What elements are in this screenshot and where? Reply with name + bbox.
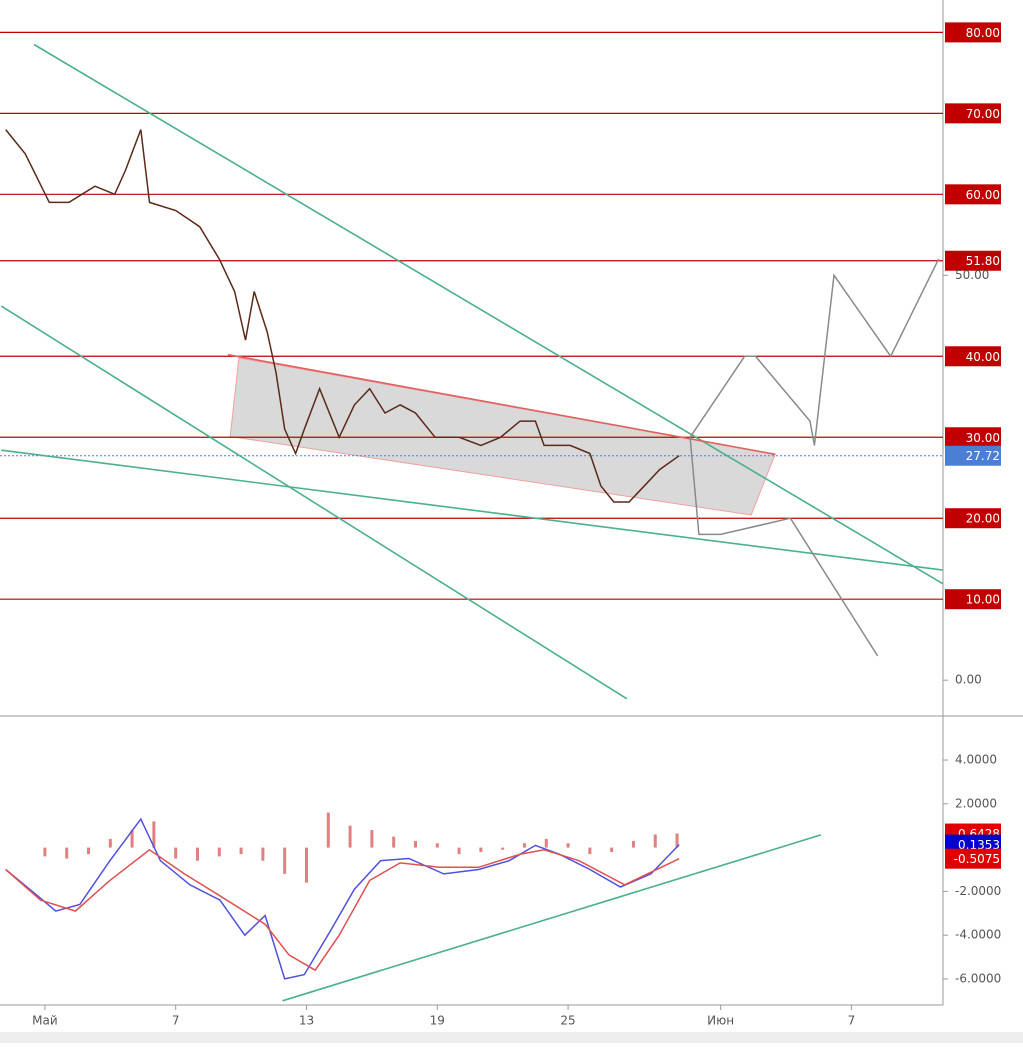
price-line	[5, 848, 680, 972]
histogram-bar	[195, 847, 199, 861]
y-tick-label: -6.0000	[955, 971, 1001, 985]
histogram-bar	[501, 847, 505, 850]
y-tick-label: 4.0000	[955, 753, 997, 767]
histogram-bar	[392, 836, 396, 848]
histogram-bar	[413, 841, 417, 848]
histogram-bar	[631, 841, 635, 848]
price-tag-label: -0.5075	[954, 852, 1000, 866]
histogram-bar	[348, 825, 352, 848]
histogram-bar	[304, 847, 308, 883]
price-tag	[945, 445, 1001, 466]
histogram-bar	[675, 833, 679, 848]
trendline	[0, 305, 628, 700]
x-tick-label: 19	[430, 1014, 445, 1028]
price-tag-label: 60.00	[966, 188, 1000, 202]
price-tag-label: 10.00	[966, 593, 1000, 607]
histogram-bar	[43, 847, 47, 857]
histogram-bar	[653, 834, 657, 848]
x-tick-label: Июн	[707, 1014, 734, 1028]
histogram-bar	[174, 847, 178, 859]
price-tag-label: 51.80	[966, 254, 1000, 268]
y-tick-label: 0.00	[955, 673, 982, 687]
price-tag	[945, 22, 1001, 43]
histogram-bar	[479, 847, 483, 852]
x-tick-label: 7	[172, 1014, 180, 1028]
histogram-bar	[326, 812, 330, 848]
x-tick-label: 7	[848, 1014, 856, 1028]
histogram-bar	[588, 847, 592, 855]
x-tick-label: Май	[32, 1014, 58, 1028]
price-tag	[945, 427, 1001, 448]
price-tag	[945, 508, 1001, 529]
histogram-bar	[522, 843, 526, 848]
footer-strip	[0, 1032, 1023, 1043]
x-tick-label: 25	[560, 1014, 575, 1028]
price-tag-label: 0.1353	[958, 838, 1000, 852]
price-tag-label: 70.00	[966, 107, 1000, 121]
y-tick-label: 50.00	[955, 268, 989, 282]
price-tag	[945, 346, 1001, 367]
histogram-bar	[283, 847, 287, 874]
histogram-bar	[239, 847, 243, 855]
histogram-bar	[544, 838, 548, 848]
histogram-bar	[130, 830, 134, 848]
histogram-bar	[370, 830, 374, 848]
price-tag-label: 27.72	[966, 449, 1000, 463]
price-tag	[945, 184, 1001, 205]
price-tag-label: 80.00	[966, 26, 1000, 40]
histogram-bar	[108, 838, 112, 848]
histogram-bar	[65, 847, 69, 859]
histogram-bar	[457, 847, 461, 855]
price-tag-label: 30.00	[966, 431, 1000, 445]
y-tick-label: 2.0000	[955, 796, 997, 810]
price-line	[5, 129, 680, 503]
price-line	[689, 258, 940, 446]
histogram-bar	[261, 847, 265, 861]
x-tick-label: 13	[299, 1014, 314, 1028]
histogram-bar	[610, 847, 614, 852]
price-tag	[945, 848, 1001, 869]
histogram-bar	[152, 821, 156, 848]
price-tag	[945, 589, 1001, 610]
histogram-bar	[566, 843, 570, 848]
price-tag-label: 40.00	[966, 350, 1000, 364]
histogram-bar	[217, 847, 221, 857]
price-tag-label: 20.00	[966, 512, 1000, 526]
price-line	[689, 437, 879, 657]
y-tick-label: -4.0000	[955, 928, 1001, 942]
trendline	[33, 43, 944, 585]
trendline	[282, 834, 822, 1002]
trendline	[1, 449, 944, 571]
histogram-bar	[435, 843, 439, 848]
price-tag	[945, 250, 1001, 271]
price-tag	[945, 103, 1001, 124]
histogram-bar	[87, 847, 91, 855]
y-tick-label: -2.0000	[955, 884, 1001, 898]
trendline	[227, 353, 776, 456]
